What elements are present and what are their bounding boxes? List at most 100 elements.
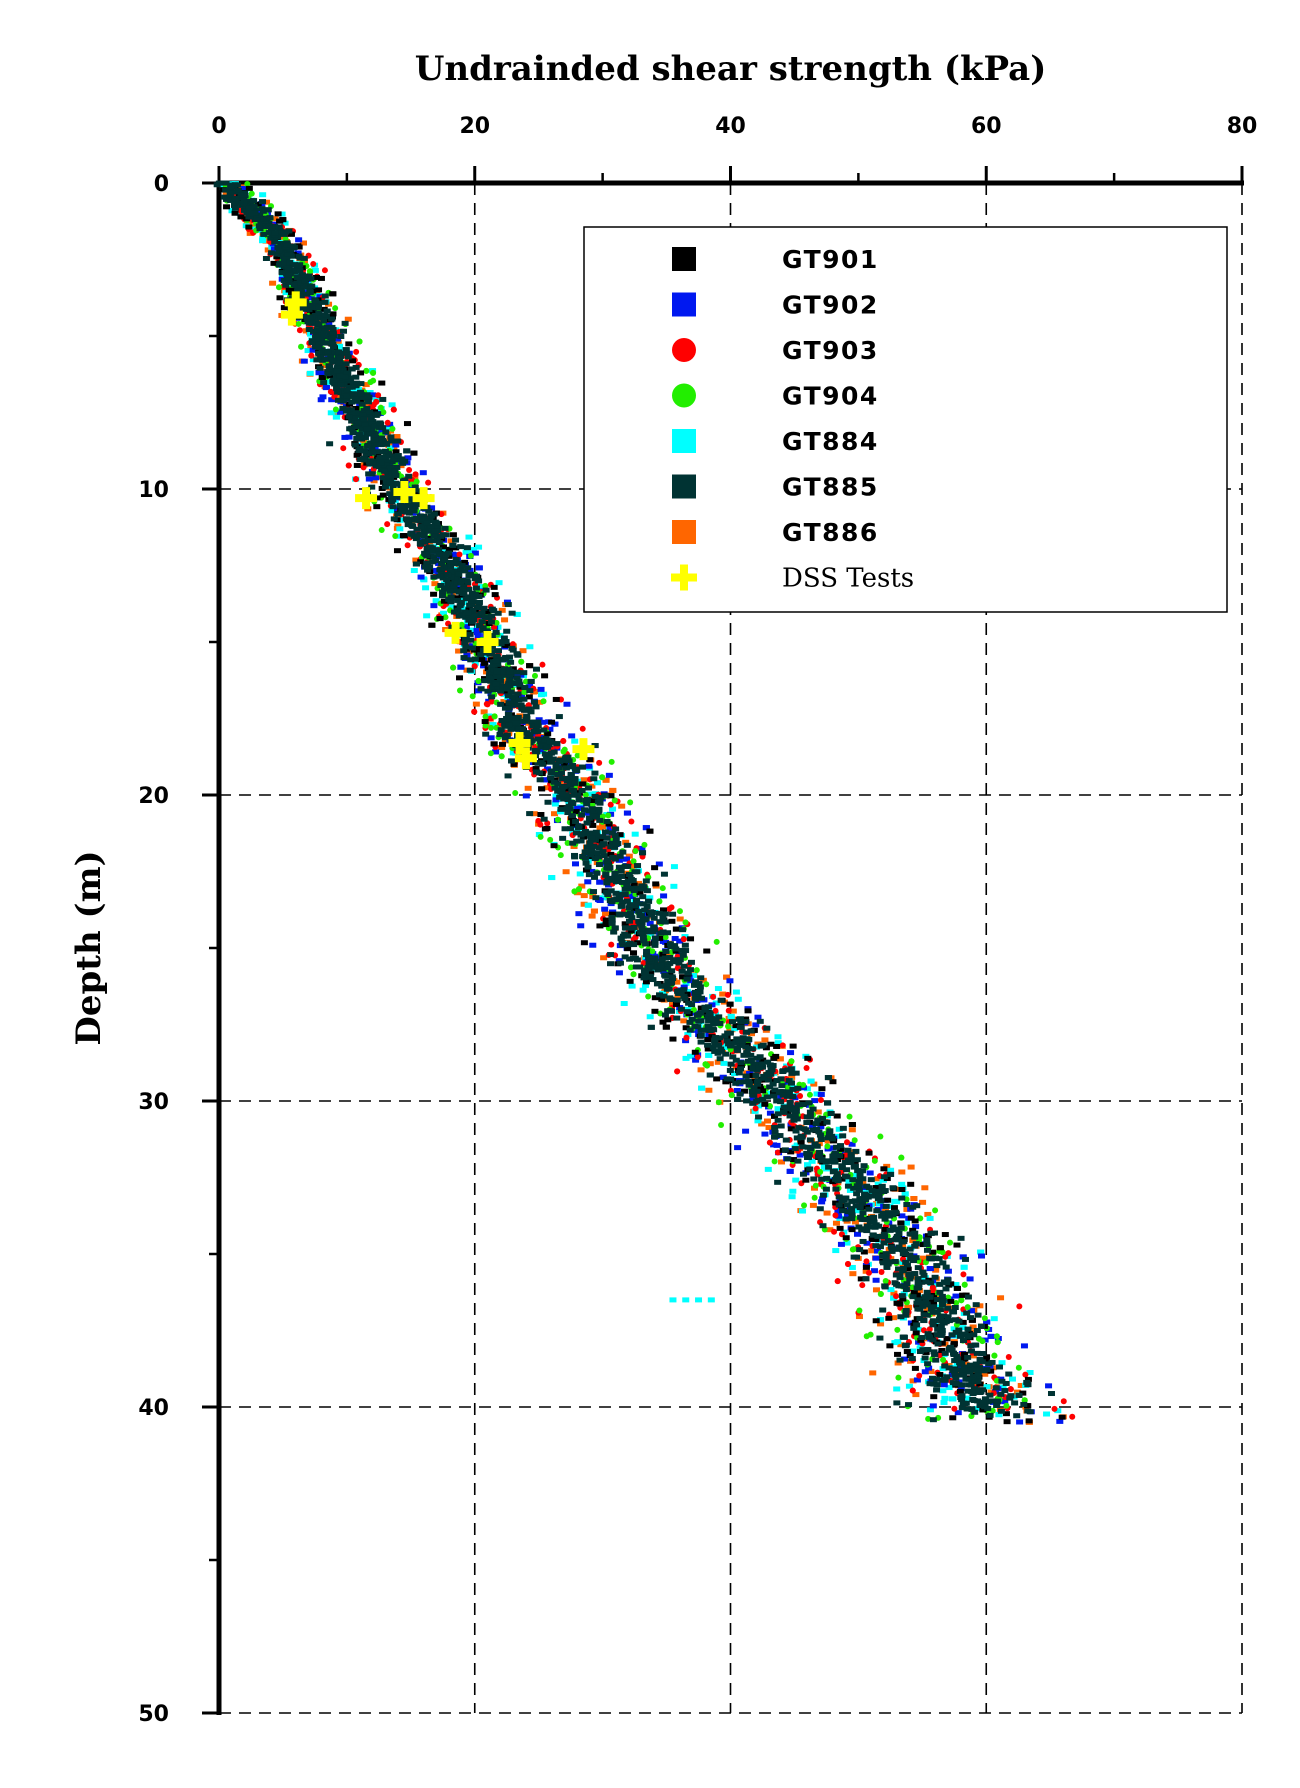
data-point (944, 1268, 952, 1274)
data-point (589, 942, 597, 948)
data-point (868, 1248, 876, 1254)
data-point (461, 606, 469, 612)
data-point (664, 961, 672, 967)
data-point (417, 559, 425, 565)
data-point (713, 938, 720, 945)
data-point (669, 1036, 677, 1042)
data-point (352, 406, 360, 412)
data-point (467, 598, 475, 604)
data-point (734, 996, 742, 1002)
data-point (673, 979, 681, 985)
data-point (386, 445, 394, 451)
data-point (405, 484, 413, 490)
data-point (504, 602, 512, 608)
data-point (848, 1227, 856, 1233)
data-point (897, 1342, 905, 1348)
data-point (939, 1298, 947, 1304)
data-point (237, 192, 245, 198)
data-point (910, 1325, 918, 1331)
data-point (600, 853, 608, 859)
data-point (848, 1212, 856, 1218)
data-point (608, 830, 616, 836)
data-point (731, 1026, 739, 1032)
data-point (683, 989, 691, 995)
data-point (811, 1098, 819, 1104)
data-point (863, 1183, 871, 1189)
data-point (609, 806, 617, 812)
data-point (829, 1079, 837, 1085)
data-point (480, 709, 488, 715)
data-point (813, 1091, 821, 1097)
data-point (917, 1215, 924, 1222)
data-point (475, 544, 483, 550)
data-point (403, 448, 411, 454)
data-point (950, 1341, 958, 1347)
data-point (890, 1290, 898, 1296)
data-point (651, 995, 659, 1001)
data-point (672, 946, 680, 952)
data-point (457, 664, 465, 670)
data-point (911, 1365, 919, 1371)
data-point (660, 993, 668, 999)
data-point (938, 1330, 946, 1336)
data-point (658, 996, 666, 1002)
data-point (945, 1385, 953, 1391)
data-point (687, 978, 695, 984)
data-point (591, 770, 599, 776)
data-point (891, 1258, 899, 1264)
data-point (575, 823, 583, 829)
data-point (994, 1339, 1001, 1346)
data-point (850, 1254, 858, 1260)
data-point (816, 1206, 824, 1212)
data-point (546, 726, 554, 732)
data-point (714, 986, 722, 992)
data-point (508, 758, 516, 764)
data-point (471, 708, 478, 715)
data-point (854, 1231, 862, 1237)
data-point (609, 787, 617, 793)
data-point (940, 1400, 948, 1406)
data-point (756, 1018, 764, 1024)
data-point (875, 1201, 883, 1207)
data-point (872, 1287, 880, 1293)
data-point (780, 1104, 788, 1110)
data-point (430, 525, 438, 531)
data-point (454, 560, 462, 566)
data-point (789, 1188, 797, 1194)
data-point (830, 1168, 838, 1174)
data-point (926, 1326, 933, 1333)
data-point (552, 696, 560, 702)
data-point (957, 1235, 965, 1241)
data-point (548, 719, 556, 725)
data-point (466, 667, 474, 673)
data-point (724, 991, 731, 998)
data-point (894, 1360, 902, 1366)
data-point (539, 661, 546, 668)
data-point (1000, 1398, 1008, 1404)
data-point (869, 1236, 877, 1242)
data-point (390, 406, 397, 413)
data-point (939, 1388, 947, 1394)
data-point (959, 1325, 967, 1331)
data-point (705, 1004, 713, 1010)
data-point (428, 505, 436, 511)
data-point (662, 1024, 670, 1030)
data-point (600, 955, 608, 961)
data-point (245, 185, 253, 191)
data-point (259, 192, 267, 198)
data-point (571, 854, 579, 860)
data-point (595, 862, 603, 868)
data-point (940, 1382, 948, 1388)
data-point (411, 501, 419, 507)
data-point (420, 528, 428, 534)
data-point (627, 928, 635, 934)
data-point (222, 187, 230, 193)
data-point (646, 920, 654, 926)
data-point (761, 1037, 769, 1043)
data-point (770, 1090, 778, 1096)
data-point (585, 791, 593, 797)
data-point (672, 1001, 680, 1007)
data-point (839, 1125, 847, 1131)
data-point (626, 956, 634, 962)
data-point (464, 565, 472, 571)
